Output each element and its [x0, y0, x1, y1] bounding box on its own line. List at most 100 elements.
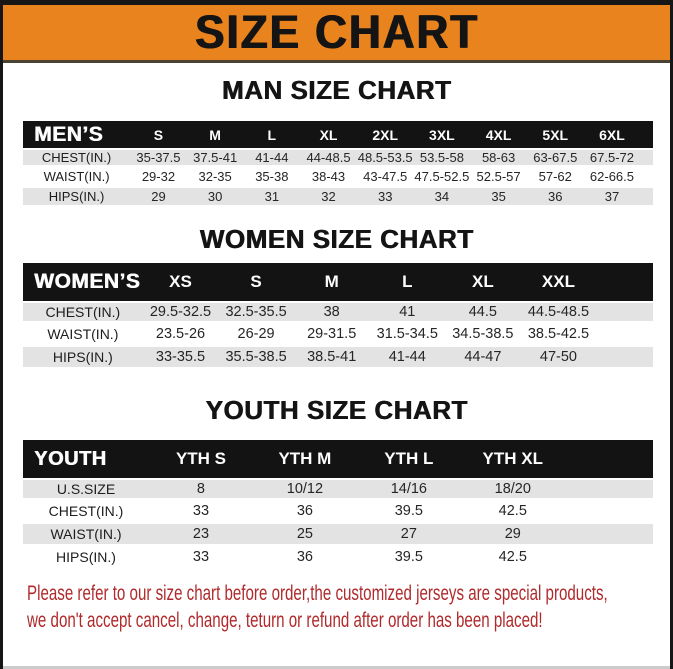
size-cell: 52.5-57 [470, 168, 527, 188]
size-cell: 29 [460, 524, 565, 547]
table-row: U.S.SIZE 8 10/12 14/16 18/20 [23, 478, 653, 501]
row-label: U.S.SIZE [23, 478, 149, 501]
womens-size-table: WOMEN’S XS S M L XL XXL CHEST(IN.) 29.5-… [23, 263, 653, 370]
table-header-row: YOUTH YTH S YTH M YTH L YTH XL [23, 440, 653, 478]
size-cell: 23 [149, 524, 253, 547]
size-cell-spacer [596, 347, 653, 370]
column-header: M [186, 121, 244, 148]
column-header: M [293, 263, 370, 301]
column-header: YTH S [149, 440, 253, 478]
size-cell: 41-44 [243, 148, 301, 168]
size-cell: 33-35.5 [142, 347, 219, 370]
column-header: S [130, 121, 187, 148]
size-cell: 38.5-42.5 [520, 324, 597, 347]
row-label: HIPS(IN.) [23, 188, 131, 208]
table-row: HIPS(IN.) 29 30 31 32 33 34 35 36 37 [23, 188, 653, 208]
size-cell: 35 [470, 188, 527, 208]
size-cell: 37 [583, 188, 641, 208]
size-cell: 41 [369, 301, 446, 324]
size-cell: 36 [252, 501, 357, 524]
size-cell: 29-32 [130, 168, 187, 188]
womens-table-label: WOMEN’S [23, 263, 143, 301]
size-cell: 23.5-26 [142, 324, 219, 347]
size-cell: 32-35 [186, 168, 244, 188]
size-cell: 37.5-41 [186, 148, 244, 168]
man-section-heading: MAN SIZE CHART [221, 75, 452, 105]
size-cell: 47.5-52.5 [413, 168, 471, 188]
column-header: L [369, 263, 446, 301]
youth-size-table: YOUTH YTH S YTH M YTH L YTH XL U.S.SIZE … [23, 440, 653, 570]
size-cell: 29.5-32.5 [142, 301, 219, 324]
table-header-row: MEN’S S M L XL 2XL 3XL 4XL 5XL 6XL [23, 121, 653, 148]
size-cell: 32 [300, 188, 357, 208]
size-cell: 47-50 [520, 347, 597, 370]
table-row: HIPS(IN.) 33-35.5 35.5-38.5 38.5-41 41-4… [23, 347, 653, 370]
size-cell: 42.5 [460, 547, 565, 570]
table-row: HIPS(IN.) 33 36 39.5 42.5 [23, 547, 653, 570]
row-label: HIPS(IN.) [23, 347, 143, 370]
table-row: CHEST(IN.) 29.5-32.5 32.5-35.5 38 41 44.… [23, 301, 653, 324]
size-cell: 41-44 [369, 347, 446, 370]
size-cell: 29 [130, 188, 187, 208]
row-label: HIPS(IN.) [23, 547, 149, 570]
column-header-spacer [640, 121, 653, 148]
column-header: 2XL [356, 121, 414, 148]
column-header: XL [300, 121, 357, 148]
size-cell: 31.5-34.5 [369, 324, 446, 347]
policy-line-2: we don't accept cancel, change, teturn o… [27, 609, 543, 632]
size-cell: 36 [526, 188, 584, 208]
size-cell: 31 [243, 188, 301, 208]
size-cell: 33 [356, 188, 414, 208]
size-cell-spacer [564, 547, 653, 570]
column-header: XL [445, 263, 521, 301]
size-cell: 38 [293, 301, 370, 324]
column-header: YTH XL [460, 440, 565, 478]
table-row: WAIST(IN.) 29-32 32-35 35-38 38-43 43-47… [23, 168, 653, 188]
size-cell: 42.5 [460, 501, 565, 524]
size-cell-spacer [564, 478, 653, 501]
size-cell: 67.5-72 [583, 148, 641, 168]
top-black-bar [3, 0, 670, 5]
size-cell: 38.5-41 [293, 347, 370, 370]
size-cell: 44.5-48.5 [520, 301, 597, 324]
size-cell: 44-47 [445, 347, 521, 370]
size-cell-spacer [640, 188, 653, 208]
size-cell: 36 [252, 547, 357, 570]
column-header-spacer [564, 440, 653, 478]
youth-table-label: YOUTH [23, 440, 149, 478]
column-header: XS [142, 263, 219, 301]
size-cell-spacer [564, 501, 653, 524]
column-header: XXL [520, 263, 597, 301]
table-row: WAIST(IN.) 23 25 27 29 [23, 524, 653, 547]
column-header: 3XL [413, 121, 471, 148]
size-cell: 62-66.5 [583, 168, 641, 188]
column-header: S [218, 263, 294, 301]
table-header-row: WOMEN’S XS S M L XL XXL [23, 263, 653, 301]
size-cell-spacer [564, 524, 653, 547]
size-cell: 14/16 [356, 478, 461, 501]
size-cell: 44.5 [445, 301, 521, 324]
table-row: WAIST(IN.) 23.5-26 26-29 29-31.5 31.5-34… [23, 324, 653, 347]
size-cell: 27 [356, 524, 461, 547]
row-label: CHEST(IN.) [23, 148, 131, 168]
size-cell: 29-31.5 [293, 324, 370, 347]
row-label: WAIST(IN.) [23, 168, 131, 188]
size-cell-spacer [640, 168, 653, 188]
size-cell: 35.5-38.5 [218, 347, 294, 370]
table-row: CHEST(IN.) 35-37.5 37.5-41 41-44 44-48.5… [23, 148, 653, 168]
size-cell: 10/12 [252, 478, 357, 501]
row-label: WAIST(IN.) [23, 524, 149, 547]
size-cell: 39.5 [356, 547, 461, 570]
size-cell-spacer [596, 301, 653, 324]
size-cell: 25 [252, 524, 357, 547]
size-cell-spacer [596, 324, 653, 347]
row-label: CHEST(IN.) [23, 501, 149, 524]
column-header-spacer [596, 263, 653, 301]
size-cell: 35-38 [243, 168, 301, 188]
size-cell: 33 [149, 501, 253, 524]
size-cell: 63-67.5 [526, 148, 584, 168]
size-cell-spacer [640, 148, 653, 168]
size-cell: 44-48.5 [300, 148, 357, 168]
column-header: YTH L [356, 440, 461, 478]
